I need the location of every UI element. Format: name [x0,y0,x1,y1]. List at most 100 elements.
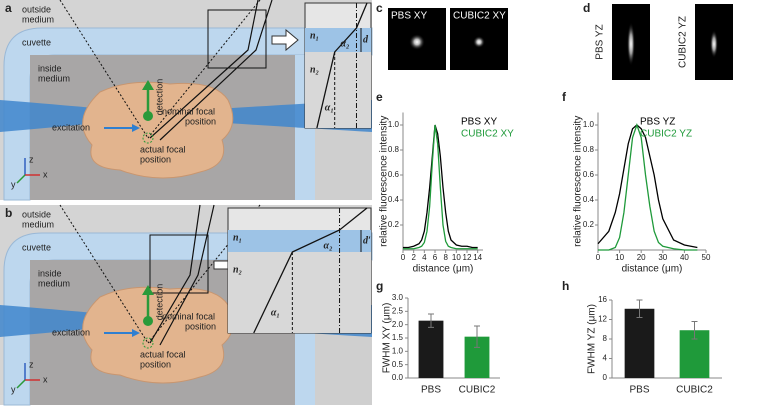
nominal-focal-label: position [185,116,216,126]
detection-cone [59,204,149,344]
y-tick-label: 0 [603,373,608,382]
error-bar [428,313,434,328]
y-tick-label: 2.5 [392,306,404,315]
inset-thickness-label: d′ [363,235,371,246]
y-axis-label: relative fluorescence intensity [379,116,390,247]
y-tick-label: 2.0 [392,320,404,329]
y-tick-label: 0.8 [388,145,400,154]
legend-entry: CUBIC2 YZ [640,129,692,140]
x-tick-label: 10 [615,253,624,262]
panel-label: h [562,279,569,293]
detection-cone [147,0,261,139]
actual-focus [142,337,154,349]
inset-n1: n₁ [233,232,242,243]
actual-focal-label: actual focal [140,144,186,154]
axis-label: x [43,169,48,179]
panel-label: e [376,90,383,104]
series-line [403,124,478,249]
axis-label: z [29,359,34,369]
x-tick-label: 0 [596,253,601,262]
inset-n2: n₂ [233,264,242,275]
detection-label: detection [154,284,164,321]
panel-label: a [5,1,12,15]
legend-entry: PBS XY [461,117,497,128]
image-title: CUBIC2 XY [453,11,506,22]
inside-medium-label: medium [38,73,70,83]
axis-label: x [43,374,48,384]
inset-n2: n₂ [310,64,319,75]
diagram-panel: b outsidemediumcuvetteinsidemediumdetecti… [0,204,373,406]
y-axis-label: FWHM YZ (μm) [587,304,598,374]
inside-medium-label: medium [38,278,70,288]
series-line [597,124,698,249]
psf-spot [627,22,635,66]
excitation-arrowhead [132,329,140,337]
nominal-focus [143,316,153,326]
x-axis-label: distance (μm) [413,264,474,275]
bar [418,320,444,378]
x-tick-label: PBS [629,385,649,396]
outside-medium-label: outside [22,209,51,219]
y-tick-label: 1.0 [388,120,400,129]
y-tick-label: 3.0 [392,293,404,302]
x-tick-label: 30 [658,253,667,262]
excitation-label: excitation [52,122,90,132]
y-tick-label: 0.6 [388,170,400,179]
y-axis-label: relative fluorescence intensity [573,116,584,247]
inset-inside [305,52,371,128]
y-tick-label: 0.4 [583,195,595,204]
inset-cuvette [228,230,371,252]
inset-ray [253,207,368,334]
ray [149,204,201,344]
error-bar [691,320,698,340]
inset-inside [228,252,371,333]
inset-n1: n₁ [310,30,319,41]
diagram-panel: a outsidemediumcuvetteinsidemediumdetecti… [0,0,373,201]
cuvette-label: cuvette [22,37,51,47]
ray [159,204,215,346]
axis-label: y [11,384,16,394]
panel-label: c [376,1,383,15]
psf-spot [710,30,718,58]
inside-medium-label: inside [38,268,62,278]
image-title: PBS XY [391,11,427,22]
outside-medium-label: medium [22,219,54,229]
x-tick-label: 6 [433,253,438,262]
sample [82,286,234,384]
x-tick-label: CUBIC2 [676,385,713,396]
legend-entry: PBS YZ [640,117,675,128]
detection-label: detection [154,79,164,116]
actual-focal-label: position [140,154,171,164]
excitation-arrowhead [132,124,140,132]
y-tick-label: 12 [598,315,607,324]
axis-y [16,174,26,184]
y-tick-label: 0.0 [392,373,404,382]
y-tick-label: 0.8 [583,145,595,154]
y-tick-label: 0.2 [388,220,400,229]
series-line [598,123,698,251]
image-title: PBS YZ [595,24,606,59]
y-tick-label: 0.4 [388,195,400,204]
inset-alpha1: α₁ [271,307,280,318]
x-tick-label: CUBIC2 [459,385,496,396]
outside-medium-label: outside [22,4,51,14]
bar [624,308,655,378]
actual-focal-label: position [140,359,171,369]
nominal-focal-label: nominal focal [162,106,215,116]
psf-spot [473,36,485,48]
detection-arrowhead [142,80,154,90]
actual-focus [142,132,154,144]
panel-label: g [376,279,383,293]
inset-ray [316,2,368,129]
cuvette-label: cuvette [22,242,51,252]
y-tick-label: 0.2 [583,220,595,229]
x-tick-label: 20 [637,253,646,262]
x-tick-label: 12 [463,253,472,262]
nominal-focal-label: nominal focal [162,311,215,321]
outside-medium-label: medium [22,14,54,24]
x-tick-label: 50 [702,253,711,262]
x-tick-label: PBS [421,385,441,396]
axis-y [16,379,26,389]
inset-alpha1: α₁ [325,102,334,113]
x-tick-label: 4 [422,253,427,262]
